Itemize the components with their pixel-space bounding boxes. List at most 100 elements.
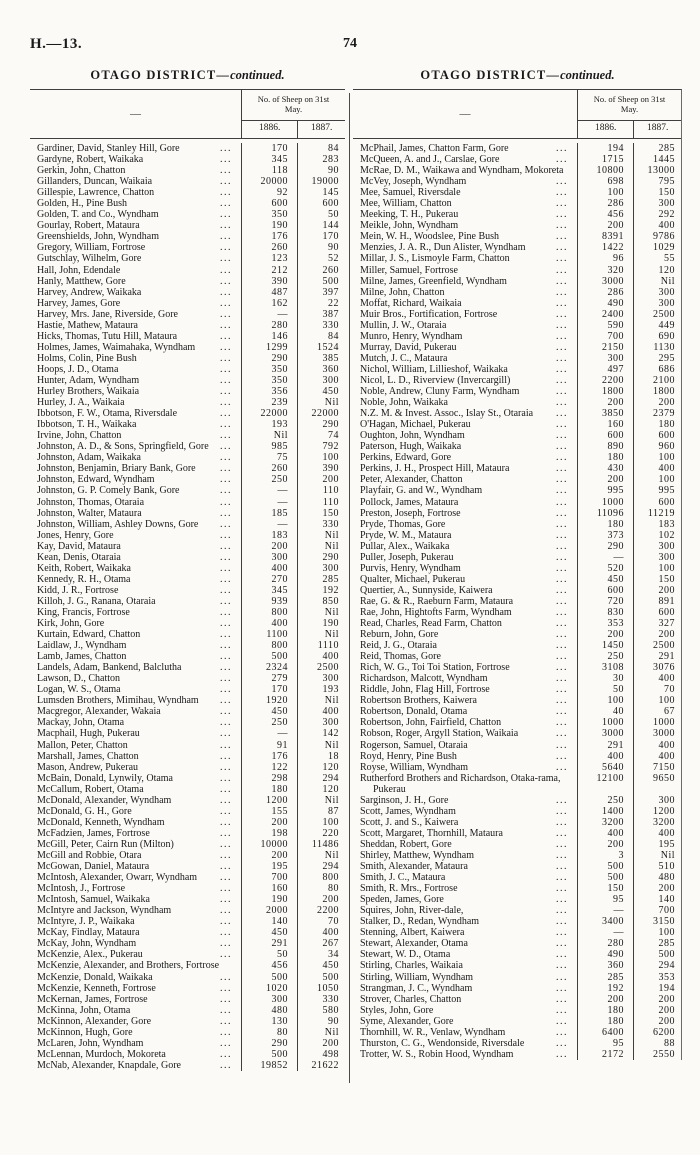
value-1886: 192 — [577, 982, 633, 994]
leader-dots: ... — [220, 894, 232, 906]
value-1886: 590 — [577, 319, 633, 331]
column-divider-rule — [349, 93, 350, 1083]
value-1886: 3200 — [577, 816, 633, 828]
entry-name: McLaren, John, Wyndham — [37, 1037, 144, 1049]
table-row: Harvey, Mrs. Jane, Riverside, Gore... —38… — [30, 308, 345, 320]
table-row: Paterson, Hugh, Waikaka... 890 960 — [353, 441, 681, 453]
value-1887: 285 — [297, 573, 345, 585]
value-1887: 22 — [297, 297, 345, 309]
entry-name-cell: McDonald, Alexander, Wyndham... — [30, 795, 241, 806]
table-row: Millar, J. S., Lismoyle Farm, Chatton...… — [353, 253, 681, 265]
table-row: Pullar, Alex., Waikaka... 290 300 — [353, 540, 681, 552]
value-1886: 345 — [241, 154, 297, 166]
leader-dots: ... — [220, 850, 232, 861]
table-row: McQueen, A. and J., Carslae, Gore... 1715… — [353, 154, 681, 166]
value-1887: 9786 — [633, 231, 681, 243]
value-1887: 11486 — [297, 838, 345, 850]
value-1887: 120 — [633, 264, 681, 276]
entry-name-cell: Smith, R. Mrs., Fortrose... — [353, 883, 577, 894]
value-1887: Nil — [633, 275, 681, 287]
value-1886: 250 — [241, 717, 297, 729]
table-row: McLennan, Murdoch, Mokoreta... 500 498 — [30, 1048, 345, 1060]
value-1886: 400 — [577, 827, 633, 839]
leader-dots: ... — [556, 209, 568, 221]
entry-name-cell: Thurston, C. G., Wendonside, Riversdale.… — [353, 1038, 577, 1049]
value-1887: 150 — [633, 573, 681, 585]
entry-name-cell: Harvey, James, Gore... — [30, 298, 241, 309]
value-1886: 500 — [577, 861, 633, 873]
table-row: Thurston, C. G., Wendonside, Riversdale.… — [353, 1037, 681, 1049]
leader-dots: ... — [220, 816, 232, 828]
entry-name: Quertier, A., Sunnyside, Kaiwera — [360, 584, 493, 596]
leader-dots: ... — [556, 573, 568, 585]
entry-name: Stirling, Charles, Waikaia — [360, 960, 463, 972]
leader-dots: ... — [556, 198, 568, 210]
value-1886: 10800 — [577, 165, 633, 177]
table-row: McDonald, Kenneth, Wyndham... 200 100 — [30, 816, 345, 828]
value-1886: 250 — [577, 651, 633, 663]
value-1887: 1524 — [297, 341, 345, 353]
value-1886: 250 — [241, 474, 297, 486]
leader-dots: ... — [220, 496, 232, 508]
value-1886: 100 — [577, 695, 633, 707]
entry-name: Riddle, John, Flag Hill, Fortrose — [360, 684, 490, 696]
value-1886: 490 — [577, 297, 633, 309]
leader-dots: ... — [220, 308, 232, 320]
entry-name-cell: Stewart, Alexander, Otama... — [353, 938, 577, 949]
value-1886: 176 — [241, 231, 297, 243]
entry-name: Reid, J. G., Otaraia — [360, 640, 437, 652]
leader-dots: ... — [556, 739, 568, 751]
leader-dots: ... — [220, 386, 232, 398]
entry-name: Gillanders, Duncan, Waikaia — [37, 176, 153, 188]
value-1886: 5640 — [577, 761, 633, 773]
value-1887: 400 — [633, 220, 681, 232]
value-1886: 200 — [577, 993, 633, 1005]
table-row: McKay, Findlay, Mataura... 450 400 — [30, 927, 345, 939]
leader-dots: ... — [220, 993, 232, 1005]
table-row: McIntosh, Samuel, Waikaka... 190 200 — [30, 894, 345, 906]
table-row: Meeking, T. H., Pukerau... 456 292 — [353, 209, 681, 221]
entry-name: Nichol, William, Lillieshof, Waikaka — [360, 363, 508, 375]
entry-name: Golden, H., Pine Bush — [37, 198, 127, 210]
table-row: Scott, Margaret, Thornhill, Mataura... 40… — [353, 827, 681, 839]
value-1886: 160 — [577, 419, 633, 431]
entry-name-cell: McFadzien, James, Fortrose... — [30, 828, 241, 839]
table-row: Strangman, J. C., Wyndham... 192 194 — [353, 982, 681, 994]
leader-dots: ... — [556, 1015, 568, 1027]
entry-name-cell: Hoops, J. D., Otama... — [30, 364, 241, 375]
entry-name-cell: Stirling, William, Wyndham... — [353, 972, 577, 983]
entry-name-cell: Gardyne, Robert, Waikaka... — [30, 154, 241, 165]
entry-name-cell: Johnston, Benjamin, Briary Bank, Gore... — [30, 463, 241, 474]
entry-name-cell: Gillespie, Lawrence, Chatton... — [30, 187, 241, 198]
table-row: Quertier, A., Sunnyside, Kaiwera... 600 20… — [353, 584, 681, 596]
entry-name: Robertson, Donald, Otama — [360, 706, 468, 718]
value-1887: Nil — [297, 850, 345, 862]
value-1886: 500 — [241, 971, 297, 983]
entry-name-cell: Reid, J. G., Otaraia... — [353, 640, 577, 651]
entry-name: Kennedy, R. H., Otama — [37, 573, 131, 585]
entry-name: Johnston, William, Ashley Downs, Gore — [37, 518, 199, 530]
leader-dots: ... — [220, 529, 232, 541]
value-1886: 290 — [241, 1037, 297, 1049]
value-1886: 162 — [241, 297, 297, 309]
table-row: Menzies, J. A. R., Dun Alister, Wyndham.… — [353, 242, 681, 254]
value-1886: 280 — [241, 319, 297, 331]
leader-dots: ... — [220, 253, 232, 265]
value-1887: 67 — [633, 706, 681, 718]
leader-dots: ... — [556, 982, 568, 994]
entry-name-cell: McKernan, James, Fortrose... — [30, 994, 241, 1005]
leader-dots: ... — [556, 971, 568, 983]
value-1886: 123 — [241, 253, 297, 265]
entry-name-cell: Johnston, Walter, Mataura... — [30, 508, 241, 519]
entry-name-cell: Trotter, W. S., Robin Hood, Wyndham... — [353, 1049, 577, 1060]
value-1887: 292 — [633, 209, 681, 221]
value-1887: 200 — [633, 629, 681, 641]
value-1887: 285 — [633, 143, 681, 155]
value-1887: 300 — [633, 198, 681, 210]
entry-name-cell: Mallon, Peter, Chatton... — [30, 740, 241, 751]
leader-dots: ... — [556, 960, 568, 972]
value-1886: 11096 — [577, 507, 633, 519]
value-1887: Nil — [297, 629, 345, 641]
leader-dots: ... — [556, 717, 568, 729]
value-1887: 385 — [297, 352, 345, 364]
